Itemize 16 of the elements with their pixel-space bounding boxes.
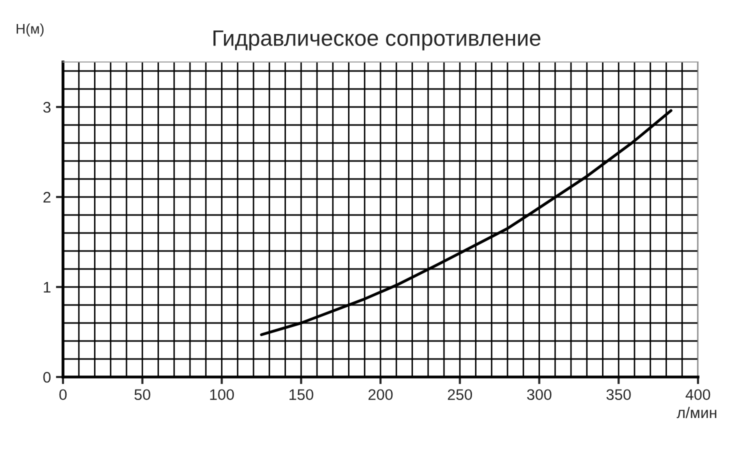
y-tick-label: 3 [43,102,51,113]
x-tick-label: 0 [59,389,67,400]
chart-title: Гидравлическое сопротивление [213,30,540,50]
x-axis-title: л/мин [676,406,716,418]
x-tick-label: 200 [368,389,393,400]
x-tick-label: 100 [210,389,234,400]
x-tick-label: 350 [606,389,631,400]
x-tick-label: 50 [134,389,150,400]
y-tick-label: 0 [43,372,51,383]
y-tick-label: 1 [44,282,50,293]
y-tick-label: 2 [43,192,50,203]
y-axis-title: H(м) [16,24,44,36]
x-tick-label: 400 [686,389,710,400]
x-tick-label: 150 [290,389,314,400]
x-tick-label: 300 [527,389,552,400]
x-tick-label: 250 [448,389,472,400]
